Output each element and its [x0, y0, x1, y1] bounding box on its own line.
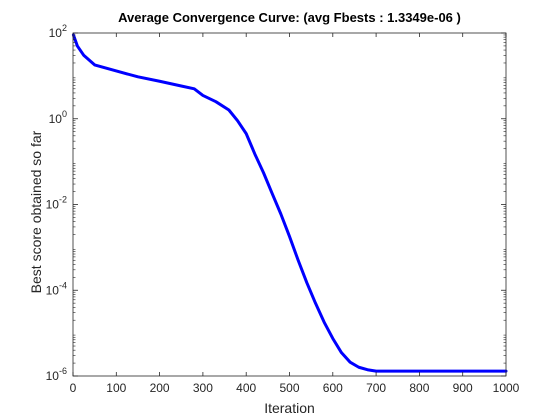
y-tick-label: 10-6 [46, 366, 67, 383]
x-tick-label: 500 [279, 381, 299, 395]
x-tick-label: 900 [453, 381, 473, 395]
x-tick-label: 0 [70, 381, 77, 395]
x-tick-label: 200 [150, 381, 170, 395]
x-tick-label: 700 [366, 381, 386, 395]
y-tick-label: 100 [49, 109, 67, 126]
x-tick-label: 800 [409, 381, 429, 395]
x-tick-label: 100 [106, 381, 126, 395]
y-axis-label: Best score obtained so far [28, 130, 44, 294]
x-tick-label: 300 [193, 381, 213, 395]
x-tick-label: 1000 [493, 381, 520, 395]
axes-frame [72, 32, 507, 377]
x-tick-label: 400 [236, 381, 256, 395]
y-tick-label: 102 [49, 23, 67, 40]
x-tick-label: 600 [323, 381, 343, 395]
axes-box [72, 32, 507, 377]
series-layer [71, 33, 508, 373]
series-line-0 [71, 33, 508, 373]
y-tick-label: 10-4 [46, 280, 67, 297]
chart-title: Average Convergence Curve: (avg Fbests :… [118, 10, 461, 25]
x-axis-label: Iteration [264, 400, 315, 416]
tick-layer: 0 100 200 300 400 500 600 700 800 900 1000 10-6 10-4… [46, 23, 520, 395]
y-tick-label: 10-2 [46, 195, 67, 212]
